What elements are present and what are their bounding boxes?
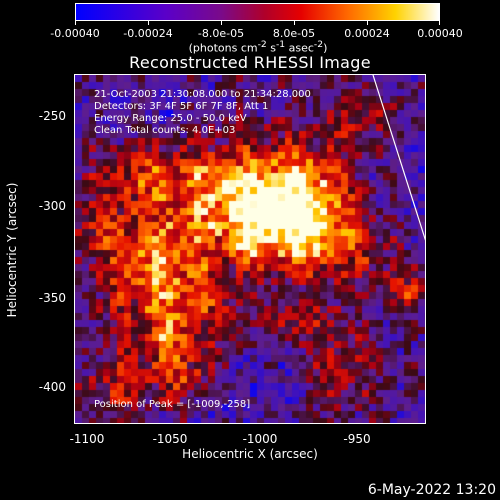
date-stamp: 6-May-2022 13:20 xyxy=(367,482,496,498)
limb-line xyxy=(372,75,425,241)
colorbar-tick xyxy=(294,21,295,25)
x-axis-label: Heliocentric X (arcsec) xyxy=(182,447,318,461)
x-tick-label: -1000 xyxy=(242,432,278,446)
colorbar-tick-label: 0.00040 xyxy=(417,27,463,40)
colorbar-tick-label: -8.0e-05 xyxy=(197,27,245,40)
colorbar-tick xyxy=(148,21,149,25)
y-axis-label: Heliocentric Y (arcsec) xyxy=(5,182,19,318)
y-tick-label: -300 xyxy=(38,199,66,213)
colorbar-units: (photons cm-2 s-1 asec-2) xyxy=(188,39,328,55)
colorbar-tick xyxy=(439,21,440,25)
info-peak: Position of Peak = [-1009,-258] xyxy=(94,399,251,410)
colorbar-tick xyxy=(367,21,368,25)
colorbar xyxy=(75,3,440,21)
image-plot: 21-Oct-2003 21:30:08.000 to 21:34:28.000… xyxy=(74,74,426,424)
x-tick-label: -1050 xyxy=(152,432,188,446)
y-tick-label: -250 xyxy=(38,109,66,123)
y-tick-label: -350 xyxy=(38,291,66,305)
x-tick-label: -1100 xyxy=(69,432,105,446)
plot-title: Reconstructed RHESSI Image xyxy=(129,53,371,72)
colorbar-tick xyxy=(221,21,222,25)
info-detectors: Detectors: 3F 4F 5F 6F 7F 8F, Att 1 xyxy=(94,101,269,112)
x-tick-label: -950 xyxy=(343,432,371,446)
info-algorithm: Clean Total counts: 4.0E+03 xyxy=(94,125,236,136)
colorbar-tick-label: 8.0e-05 xyxy=(272,27,316,40)
colorbar-tick-label: -0.00024 xyxy=(123,27,173,40)
heatmap-image xyxy=(75,75,425,423)
colorbar-tick xyxy=(75,21,76,25)
y-tick-label: -400 xyxy=(38,380,66,394)
info-energy: Energy Range: 25.0 - 50.0 keV xyxy=(94,113,247,124)
colorbar-tick-label: 0.00024 xyxy=(344,27,390,40)
colorbar-tick-label: -0.00040 xyxy=(50,27,100,40)
info-time: 21-Oct-2003 21:30:08.000 to 21:34:28.000 xyxy=(94,89,311,100)
